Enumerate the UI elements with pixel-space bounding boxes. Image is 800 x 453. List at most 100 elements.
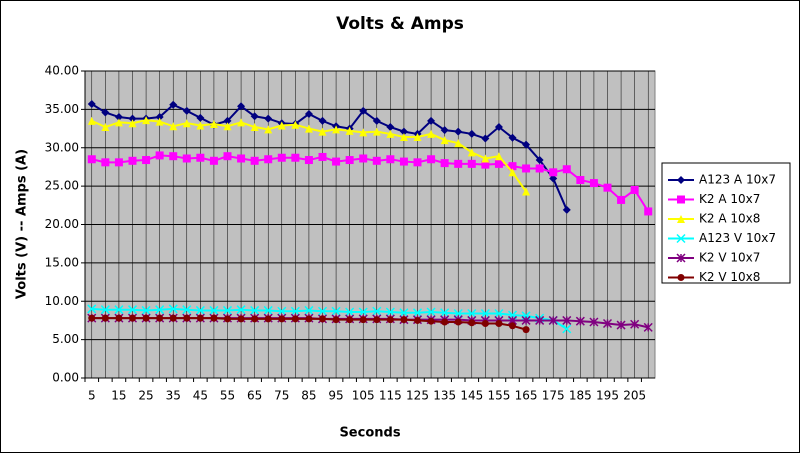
data-point [385,307,395,317]
data-point [87,116,96,125]
data-point [481,154,490,163]
legend-marker [676,253,686,263]
data-point [101,123,110,132]
x-tick-label: 35 [166,389,181,403]
x-tick-label: 165 [515,389,538,403]
data-point [209,305,219,315]
data-point [535,164,544,173]
data-point [264,114,273,123]
x-tick-label: 185 [569,389,592,403]
data-point [454,139,463,148]
data-point [372,116,381,125]
data-point [88,314,96,322]
data-point [290,306,300,316]
data-point [156,314,164,322]
legend-label: K2 A 10x7 [699,192,760,206]
data-point [222,305,233,315]
data-point [209,156,218,165]
data-point [562,324,572,334]
data-point [441,318,449,326]
data-point [521,315,531,325]
data-point [223,122,232,131]
series-line [91,103,568,211]
data-point [305,315,313,323]
data-point [196,121,205,130]
data-point [440,308,450,318]
data-point [142,156,151,165]
legend-marker [677,274,685,281]
data-point [480,308,490,319]
x-tick-label: 5 [88,389,96,403]
data-point [142,314,150,322]
data-point [237,118,246,127]
data-point [169,122,178,131]
legend-marker [677,176,685,184]
data-point [304,124,313,133]
data-point [155,305,165,315]
data-point [630,185,639,194]
data-point [291,153,300,162]
x-tick-label: 115 [379,389,402,403]
legend-marker [677,195,685,204]
data-point [549,168,558,177]
data-point [481,160,490,169]
data-point [101,158,110,167]
data-point [562,165,571,174]
data-point [440,136,449,145]
data-point [155,117,164,126]
data-point [481,320,489,328]
data-point [494,308,504,319]
data-point [359,128,368,137]
y-tick-label: 5.00 [52,332,79,346]
x-tick-label: 15 [111,389,126,403]
data-point [467,148,476,157]
data-point [264,155,273,164]
data-point [250,112,259,121]
data-point [535,156,544,165]
legend-label: A123 V 10x7 [699,231,776,245]
data-point [358,307,368,317]
data-point [332,157,341,166]
legend-label: K2 A 10x8 [699,212,760,226]
x-tick-label: 65 [247,389,262,403]
data-point [250,123,259,132]
data-point [304,109,313,118]
data-point [467,308,477,319]
data-point [318,127,327,136]
data-point [548,315,558,325]
data-point [399,308,409,318]
data-point [195,305,205,315]
data-point [224,315,231,323]
data-point [128,119,137,128]
data-point [413,158,422,167]
data-point [223,152,232,161]
data-point [373,316,381,324]
data-point [127,305,138,315]
data-point [399,133,408,142]
x-tick-label: 85 [301,389,316,403]
data-point [562,205,571,214]
data-point [440,159,449,168]
legend-label: K2 V 10x7 [699,251,760,265]
data-point [251,315,259,323]
data-point [386,123,395,132]
data-point [237,154,246,163]
data-point [101,108,110,117]
data-point [114,113,123,122]
data-point [399,127,408,136]
data-point [495,320,503,328]
data-point [494,159,503,168]
data-point [359,154,368,163]
data-point [372,127,381,136]
x-tick-label: 125 [406,389,429,403]
x-tick-label: 95 [328,389,343,403]
x-tick-label: 205 [623,389,646,403]
data-point [346,316,354,324]
y-tick-label: 25.00 [45,179,79,193]
data-point [182,154,191,163]
data-point [141,305,151,315]
data-point [602,318,613,329]
data-point [277,153,286,162]
data-point [644,207,653,216]
